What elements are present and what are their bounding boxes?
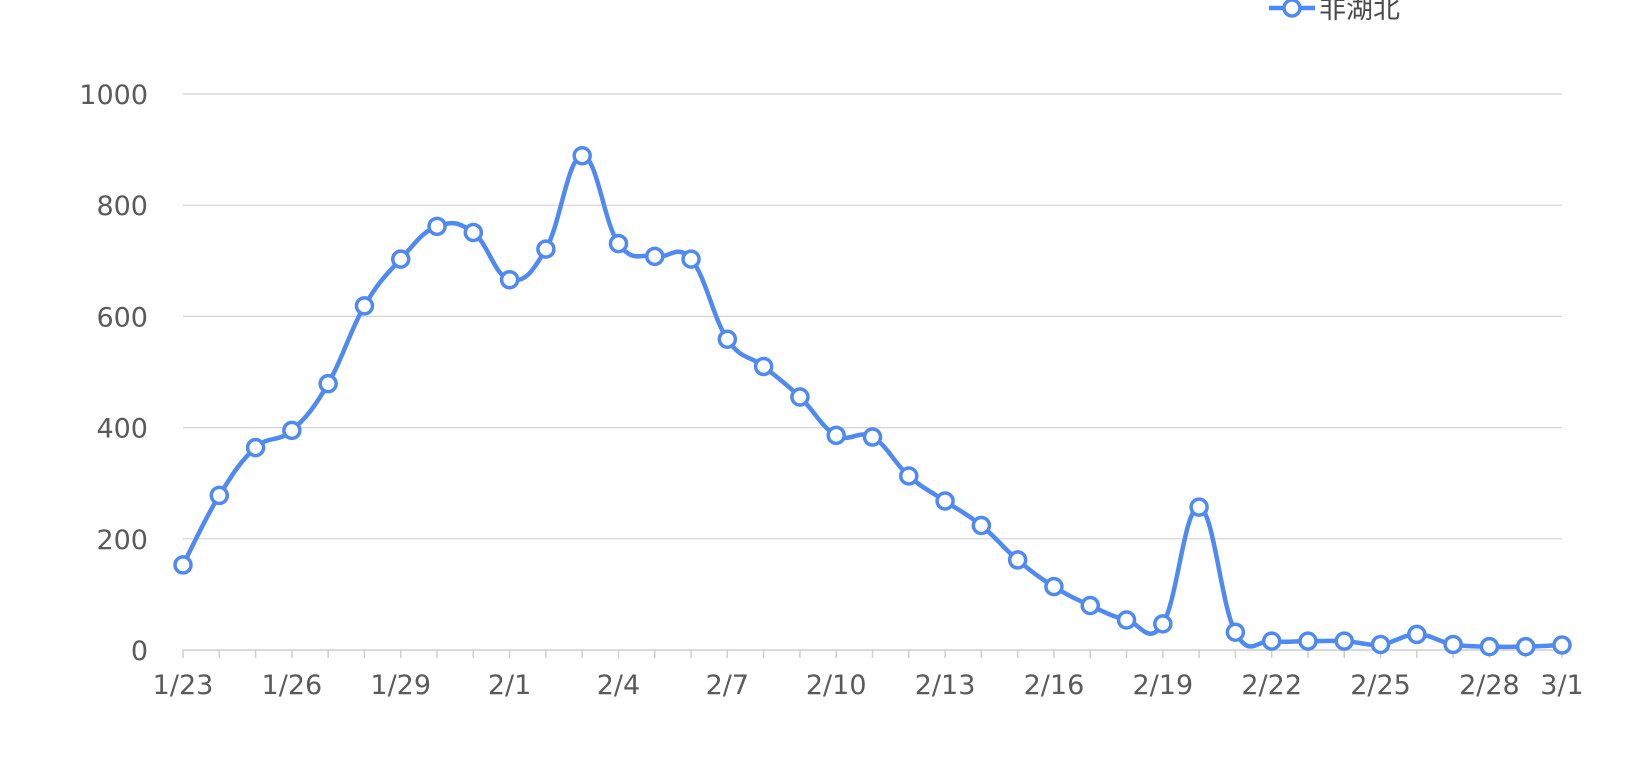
data-point[interactable] [971,515,992,536]
x-tick-label: 2/16 [1024,670,1085,701]
legend[interactable]: 非湖北 [1269,0,1400,25]
data-point[interactable] [245,437,266,458]
y-axis-tick-labels: 0 200 400 600 800 1000 [79,80,148,667]
data-point[interactable] [463,222,484,243]
legend-circle-marker [1282,0,1302,18]
x-tick-label: 2/22 [1241,670,1302,701]
x-tick-label: 3/1 [1540,670,1583,701]
x-tick-label: 2/25 [1350,670,1411,701]
data-point[interactable] [935,491,955,511]
data-point[interactable] [826,425,846,446]
x-axis: 1/23 1/26 1/29 2/1 2/4 2/7 2/10 2/13 2/16 2/19 2/2… [153,649,1584,701]
data-point[interactable] [862,427,883,447]
data-point[interactable] [1007,550,1028,570]
data-point[interactable] [1080,595,1100,616]
data-point[interactable] [1443,634,1463,655]
data-point[interactable] [1153,614,1173,634]
data-point[interactable] [282,420,302,441]
data-point[interactable] [1370,634,1391,655]
data-point[interactable] [1261,631,1282,651]
y-tick-label: 400 [96,414,148,445]
data-point[interactable] [499,269,520,290]
y-tick-label: 800 [96,191,148,222]
data-point[interactable] [717,329,738,349]
y-tick-label: 1000 [79,80,148,111]
y-tick-label: 200 [96,525,148,556]
data-point[interactable] [608,233,629,254]
x-tick-label: 2/13 [915,670,976,701]
data-point[interactable] [790,387,810,407]
data-point[interactable] [753,356,774,377]
x-tick-label: 2/10 [806,670,867,701]
data-point[interactable] [1044,576,1064,597]
x-tick-label: 2/7 [706,670,749,701]
series-group [173,145,1572,657]
data-point[interactable] [1552,635,1572,655]
data-point[interactable] [318,373,338,394]
y-tick-label: 600 [96,302,148,333]
data-point[interactable] [1334,631,1355,651]
x-tick-label: 2/19 [1132,670,1193,701]
x-tick-label: 1/23 [153,670,214,701]
data-point[interactable] [645,246,665,267]
data-point[interactable] [1225,622,1246,642]
data-point[interactable] [390,249,411,269]
x-tick-label: 2/1 [488,670,531,701]
data-point[interactable] [427,216,447,237]
data-point[interactable] [1189,497,1209,517]
y-tick-label: 0 [131,636,148,667]
x-tick-label: 1/29 [370,670,431,701]
data-point[interactable] [1407,624,1427,645]
data-point[interactable] [1116,610,1137,630]
data-point[interactable] [1298,631,1318,651]
x-tick-label: 2/28 [1459,670,1520,701]
legend-label: 非湖北 [1319,0,1400,25]
data-point[interactable] [899,466,919,486]
data-point[interactable] [681,249,701,269]
data-point[interactable] [536,239,556,259]
data-point[interactable] [1515,636,1536,657]
data-point[interactable] [354,296,375,316]
data-point[interactable] [1479,636,1500,657]
data-point[interactable] [173,555,193,575]
series-line [180,153,1565,650]
grid-lines [183,93,1562,540]
data-point[interactable] [572,145,592,166]
data-point[interactable] [209,485,230,506]
x-tick-label: 2/4 [597,670,640,701]
x-tick-label: 1/26 [262,670,323,701]
